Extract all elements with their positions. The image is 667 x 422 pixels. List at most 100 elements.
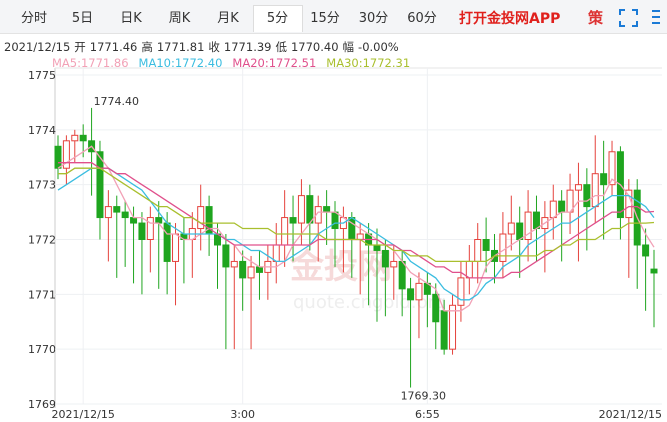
ma-line — [58, 167, 655, 263]
menu-icon[interactable] — [652, 10, 660, 24]
strategy-button[interactable]: 策 — [588, 9, 604, 27]
candle-body — [600, 173, 608, 186]
candle-body — [516, 222, 524, 241]
candle-body — [373, 244, 381, 251]
candle-body — [138, 222, 146, 241]
quote-label: 收 — [208, 40, 220, 54]
watermark: 金投网 — [289, 247, 392, 287]
candle-body — [272, 244, 280, 262]
toolbar-icons — [619, 9, 660, 27]
candle-body — [331, 211, 339, 230]
candle-body — [230, 260, 238, 268]
candle-body — [71, 134, 79, 142]
candle-body — [507, 222, 515, 235]
candle-body — [314, 206, 322, 224]
legend-name: MA5 — [52, 56, 81, 70]
y-tick-label: 1773 — [28, 179, 56, 192]
legend-name: MA20 — [232, 56, 268, 70]
tab[interactable]: 15分 — [310, 11, 340, 26]
candle-body — [642, 244, 650, 257]
candle-body — [130, 217, 138, 224]
tab[interactable]: 分时 — [20, 11, 47, 26]
quote-line: 2021/12/15 开 1771.46 高 1771.81 收 1771.39 低 1770.… — [4, 39, 403, 55]
candle-body — [255, 266, 263, 273]
tab[interactable]: 30分 — [358, 11, 389, 26]
candle-body — [574, 184, 582, 191]
y-tick-label: 1772 — [28, 234, 56, 247]
y-tick-label: 1774 — [28, 124, 56, 137]
candle-body — [239, 260, 247, 279]
quote-value: 1771.39 — [223, 40, 272, 54]
ma-legend: MA51771.86MA101772.40MA201772.51MA301772… — [52, 56, 420, 70]
tab[interactable]: 周K — [168, 11, 191, 26]
candle-body — [474, 239, 482, 262]
annotation: 1774.40 — [94, 95, 139, 108]
candle-body — [297, 195, 305, 224]
quote-date: 2021/12/15 — [4, 40, 71, 54]
tab[interactable]: 60分 — [407, 11, 437, 26]
tab[interactable]: 日K — [120, 11, 142, 26]
candle-body — [197, 206, 205, 230]
candle-body — [323, 206, 331, 213]
candle-body — [348, 217, 356, 240]
candle-body — [356, 233, 364, 240]
candle-body — [96, 151, 104, 219]
candle-body — [532, 211, 540, 230]
candle-body — [155, 217, 163, 224]
annotation: 1769.30 — [401, 390, 447, 403]
quote-value: 1771.81 — [156, 40, 205, 54]
x-tick-label: 2021/12/15 — [599, 408, 662, 421]
legend-value: 1772.40 — [174, 56, 223, 70]
candle-body — [432, 293, 440, 323]
candle-body — [54, 145, 62, 169]
fullscreen-icon[interactable] — [619, 9, 638, 27]
candle-body — [625, 189, 633, 219]
y-tick-label: 1769 — [28, 398, 56, 411]
ma-line — [57, 167, 655, 301]
legend-value: 1771.86 — [80, 56, 129, 70]
candle-body — [407, 288, 415, 301]
candle-body — [608, 151, 616, 186]
quote-label: 高 — [141, 40, 153, 54]
legend-value: 1772.51 — [268, 56, 317, 70]
candle-body — [146, 217, 154, 240]
candle-body — [499, 233, 507, 262]
candle-body — [79, 134, 87, 142]
tab[interactable]: 5日 — [71, 11, 94, 26]
y-tick-label: 1771 — [28, 288, 56, 301]
candle-body — [172, 233, 180, 262]
candle-body — [440, 310, 448, 350]
candle-body — [247, 266, 255, 279]
candle-body — [113, 206, 121, 213]
legend-name: MA30 — [326, 56, 362, 70]
candle-body — [289, 217, 297, 224]
candle-body — [222, 244, 230, 268]
candle-body — [482, 239, 490, 251]
candle-body — [398, 260, 406, 290]
watermark: quote.cngold.org — [293, 292, 446, 313]
candle-body — [163, 222, 171, 262]
app-link[interactable]: 打开金投网APP — [459, 11, 561, 27]
candle-body — [62, 140, 70, 169]
legend-item: MA301772.31 — [326, 56, 410, 70]
legend-item: MA201772.51 — [232, 56, 316, 70]
quote-label: 幅 — [342, 40, 355, 54]
legend-value: 1772.31 — [362, 56, 411, 70]
candle-body — [415, 282, 423, 301]
legend-name: MA10 — [139, 56, 175, 70]
tab[interactable]: 月K — [217, 11, 239, 26]
tab[interactable]: 5分 — [252, 5, 303, 32]
x-tick-label: 3:00 — [230, 408, 255, 421]
candle-body — [558, 200, 566, 213]
candle-body — [524, 211, 532, 240]
candle-body — [650, 268, 658, 274]
y-tick-label: 1770 — [28, 343, 56, 356]
quote-value: 1770.40 — [290, 40, 339, 54]
candle-body — [583, 184, 591, 208]
candle-body — [449, 304, 457, 350]
candle-body — [390, 260, 398, 268]
candle-body — [381, 249, 389, 268]
candle-body — [591, 173, 599, 208]
